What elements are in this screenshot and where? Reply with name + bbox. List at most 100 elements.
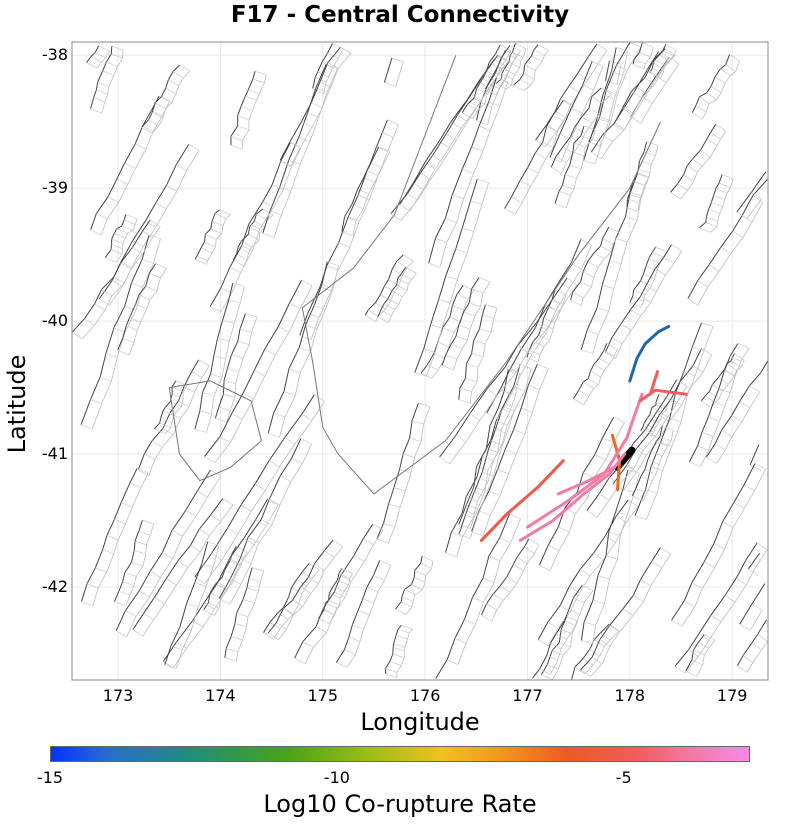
fault-ribbon-tick	[552, 299, 563, 307]
fault-ribbon-tick	[428, 262, 441, 268]
fault-ribbon-tick	[125, 214, 138, 220]
fault-ribbon-tick	[370, 162, 382, 168]
fault-ribbon-tick	[620, 323, 632, 331]
fault-ribbon-tick	[562, 184, 574, 190]
fault-ribbon-tick	[240, 557, 252, 565]
fault-ribbon-tick	[687, 165, 698, 173]
y-axis-label: Latitude	[3, 354, 31, 454]
fault-ribbon-tick	[327, 62, 339, 69]
fault-ribbon-tick	[554, 203, 567, 209]
fault-ribbon-tick	[655, 246, 667, 253]
fault-ribbon-tick	[537, 363, 549, 370]
fault-ribbon-tick	[414, 576, 426, 583]
fault-ribbon-tick	[718, 388, 731, 394]
fault-ribbon-tick	[551, 166, 562, 174]
fault-ribbon-tick	[482, 78, 494, 85]
fault-ribbon-edge	[646, 326, 714, 520]
fault-ribbon-tick	[237, 340, 250, 346]
fault-ribbon-tick	[445, 218, 457, 223]
fault-ribbon-tick	[590, 370, 601, 378]
x-axis-label: Longitude	[360, 708, 480, 736]
fault-ribbon-tick	[292, 599, 303, 607]
fault-ribbon-tick	[495, 72, 507, 79]
fault-ribbon-tick	[111, 45, 124, 51]
fault-ribbon-tick	[715, 76, 726, 84]
fault-trace	[687, 179, 768, 299]
fault-ribbon-edge	[205, 214, 231, 265]
fault-ribbon-tick	[308, 577, 319, 585]
fault-ribbon-tick	[647, 459, 659, 465]
fault-ribbon-tick	[332, 539, 344, 547]
fault-ribbon-tick	[362, 598, 375, 604]
fault-ribbon-tick	[222, 319, 235, 324]
fault-ribbon-tick	[600, 245, 612, 253]
fault-ribbon-tick	[538, 639, 549, 647]
fault-ribbon-tick	[588, 378, 599, 386]
fault-ribbon-tick	[348, 636, 361, 642]
fault-ribbon-tick	[476, 465, 489, 471]
fault-ribbon-tick	[476, 87, 488, 95]
fault-ribbon-tick	[472, 597, 484, 603]
fault-ribbon-tick	[446, 659, 459, 665]
fault-ribbon-tick	[204, 602, 215, 610]
fault-ribbon-tick	[706, 92, 717, 100]
fault-ribbon-tick	[420, 172, 431, 180]
fault-ribbon-tick	[124, 572, 137, 577]
fault-ribbon-tick	[229, 558, 241, 565]
fault-ribbon-tick	[401, 596, 414, 603]
fault-ribbon-tick	[439, 456, 450, 465]
fault-ribbon-tick	[396, 284, 408, 292]
fault-trace	[299, 146, 380, 336]
fault-trace	[194, 282, 234, 430]
fault-ribbon-tick	[614, 122, 625, 131]
fault-ribbon-tick	[113, 276, 125, 284]
fault-ribbon-tick	[278, 326, 290, 333]
fault-ribbon-tick	[629, 301, 641, 308]
fault-ribbon-tick	[548, 306, 560, 313]
colorbar-label: Log10 Co-rupture Rate	[263, 790, 537, 818]
fault-trace	[113, 519, 143, 602]
fault-ribbon-tick	[116, 178, 128, 185]
fault-ribbon-tick	[107, 196, 119, 203]
fault-ribbon-tick	[311, 102, 323, 109]
fault-ribbon-tick	[647, 417, 659, 423]
fault-ribbon-tick	[327, 52, 339, 59]
fault-ribbon-tick	[321, 284, 334, 289]
fault-ribbon-tick	[462, 227, 474, 232]
fault-ribbon-tick	[423, 348, 436, 353]
fault-ribbon-tick	[124, 162, 136, 169]
fault-ribbon-tick	[231, 636, 243, 641]
fault-ribbon-tick	[566, 277, 578, 286]
fault-ribbon-tick	[583, 271, 594, 278]
fault-ribbon-tick	[248, 223, 260, 230]
fault-ribbon-edge	[469, 368, 532, 539]
fault-ribbon-tick	[329, 592, 341, 599]
fault-ribbon-tick	[649, 414, 661, 421]
fault-ribbon-tick	[291, 457, 303, 464]
fault-ribbon-tick	[233, 259, 244, 267]
fault-ribbon-edge	[214, 285, 313, 463]
fault-ribbon-tick	[248, 89, 260, 95]
colorbar	[50, 746, 750, 762]
background-fault-traces	[71, 42, 769, 680]
fault-ribbon-tick	[437, 341, 449, 348]
fault-ribbon-tick	[391, 57, 404, 63]
fault-ribbon-tick	[569, 164, 582, 170]
fault-ribbon-tick	[122, 337, 134, 344]
fault-trace	[706, 360, 769, 458]
fault-ribbon-tick	[580, 135, 593, 141]
fault-ribbon-tick	[643, 273, 655, 280]
fault-ribbon-tick	[203, 609, 215, 616]
fault-ribbon-tick	[111, 53, 123, 59]
fault-ribbon-tick	[631, 90, 642, 99]
fault-ribbon-tick	[230, 144, 243, 150]
fault-ribbon-edge	[126, 475, 222, 638]
fault-ribbon-tick	[715, 124, 726, 132]
fault-ribbon-tick	[239, 328, 252, 333]
fault-ribbon-edge	[101, 50, 124, 114]
fault-ribbon-tick	[463, 311, 476, 317]
fault-ribbon-tick	[136, 468, 149, 474]
fault-ribbon-tick	[596, 118, 609, 123]
fault-ribbon-tick	[564, 173, 577, 179]
fault-ribbon-tick	[521, 407, 533, 413]
